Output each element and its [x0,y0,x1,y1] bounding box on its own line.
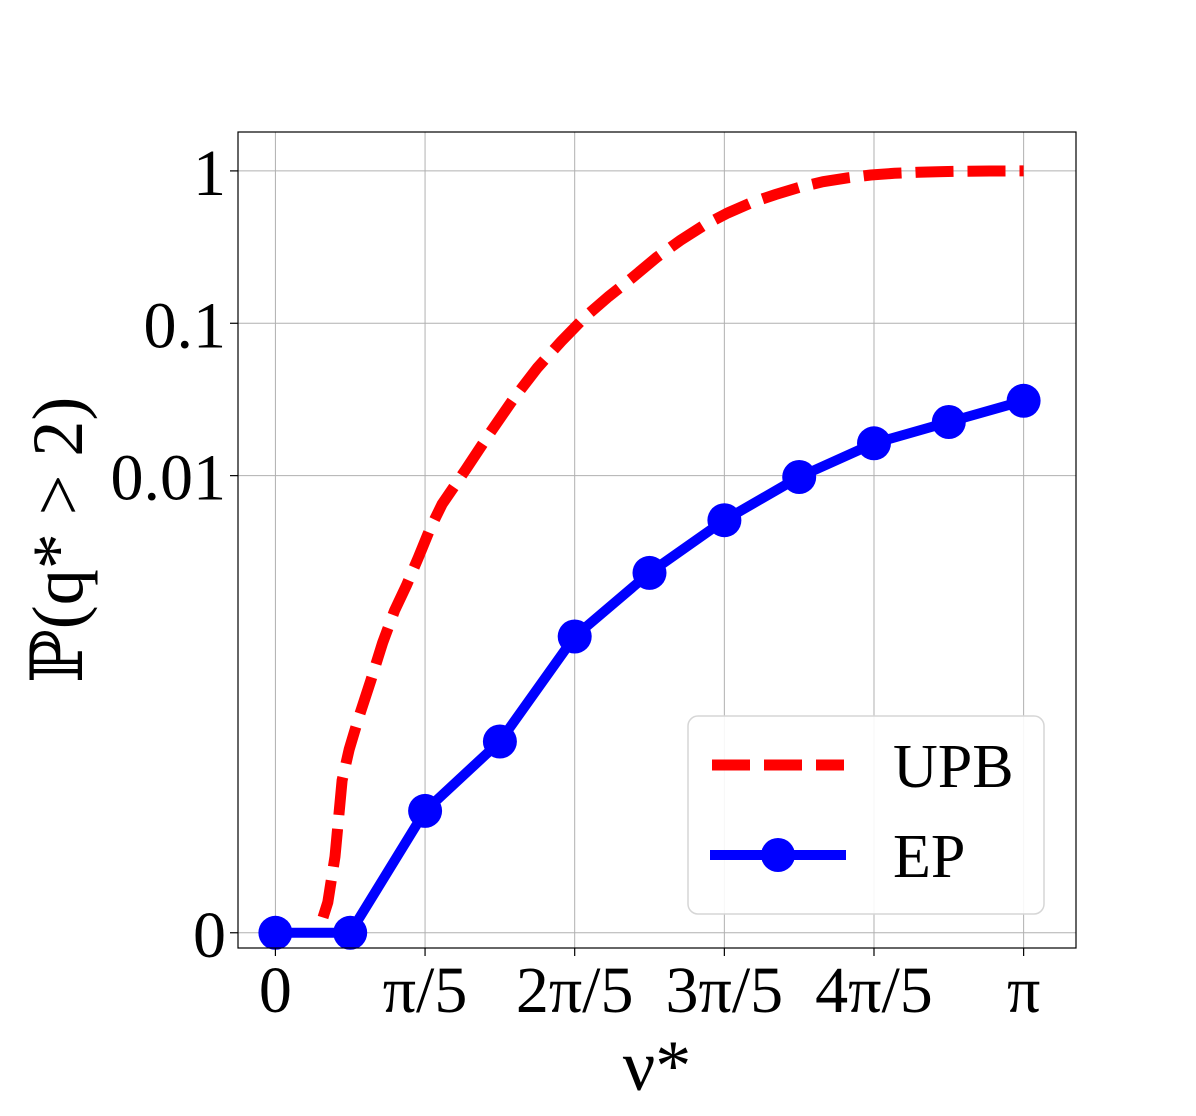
ep-point [931,405,966,439]
ep-point [482,724,517,759]
legend-ep-label: EP [893,823,965,891]
y-tick-label: 1 [193,137,226,210]
ep-point [707,503,742,538]
x-tick-label: 2π/5 [516,954,634,1027]
plot-frame [237,131,1077,949]
ep-point [258,915,293,950]
ep-point [782,460,817,494]
y-tick-label: 0 [193,899,226,972]
x-tick-label: 0 [259,954,292,1027]
x-tick-label: 3π/5 [666,954,784,1027]
series-layer [258,165,1041,950]
legend-ep-marker [761,838,795,872]
ep-point [857,426,891,461]
tick-labels: 0 π/5 2π/5 3π/5 4π/5 π 0 0.01 0.1 1 [111,137,1041,1027]
legend: UPB EP [687,715,1045,915]
x-tick-label: 4π/5 [815,954,933,1027]
x-tick-label: π/5 [383,954,468,1027]
legend-upb-label: UPB [893,733,1014,801]
ep-point [408,793,443,828]
ep-point [333,915,368,950]
ep-point [1006,383,1041,418]
y-axis-label: ℙ(q* > 2) [18,397,98,684]
y-tick-label: 0.01 [111,442,227,515]
x-tick-label: π [1007,954,1040,1027]
x-axis-label: ν* [623,1026,692,1106]
ep-point [557,619,592,654]
ep-point [632,555,667,590]
y-tick-label: 0.1 [144,289,227,362]
upb-series-line [317,165,1024,920]
